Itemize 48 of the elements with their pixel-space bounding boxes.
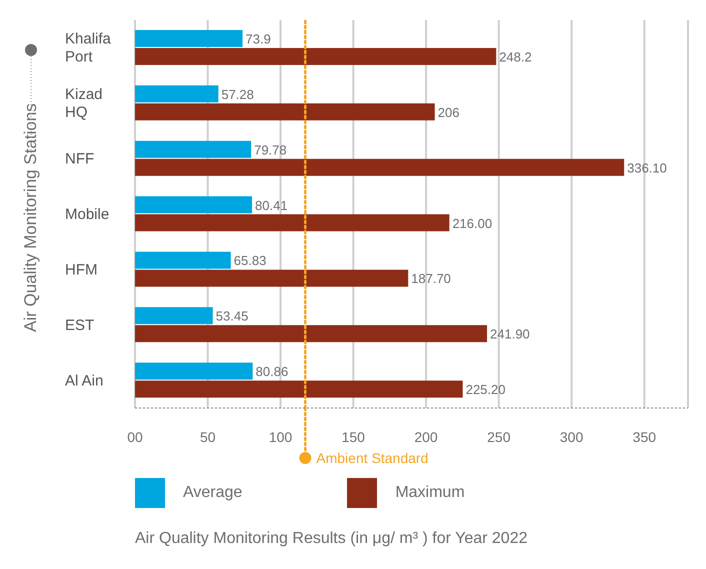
bar — [135, 85, 218, 102]
data-label: 187.70 — [411, 271, 451, 286]
bar — [135, 196, 252, 214]
data-label: 336.10 — [627, 160, 667, 176]
bar — [135, 48, 496, 65]
data-label: 206 — [438, 104, 460, 120]
x-tick-label: 00 — [127, 428, 143, 445]
y-tick-label: NFF — [65, 150, 94, 168]
bar — [135, 158, 624, 176]
data-label: 53.45 — [216, 308, 248, 324]
data-label: 73.9 — [246, 32, 271, 46]
data-label: 225.20 — [466, 382, 506, 398]
legend-label: Maximum — [394, 484, 466, 502]
bar — [135, 307, 213, 324]
data-label: 80.41 — [255, 198, 288, 213]
y-tick-label: EST — [65, 316, 94, 334]
data-label: 57.28 — [221, 86, 254, 102]
data-label: 79.78 — [254, 142, 287, 158]
bar — [135, 380, 463, 398]
bar — [135, 270, 408, 287]
data-label: 216.00 — [452, 216, 492, 231]
x-tick-label: 350 — [632, 428, 656, 445]
y-tick-label: HFM — [65, 261, 98, 278]
y-axis-title: Air Quality Monitoring Stations — [21, 103, 40, 332]
x-tick-label: 200 — [414, 428, 438, 445]
bar — [135, 362, 253, 380]
data-label: 241.90 — [490, 326, 530, 342]
y-tick-label: Mobile — [65, 206, 110, 223]
bar — [135, 325, 488, 342]
bar — [135, 30, 243, 47]
legend-label: Average — [182, 484, 244, 502]
bar — [135, 140, 252, 158]
data-label: 65.83 — [234, 253, 266, 268]
bar — [135, 252, 231, 269]
x-tick-label: 100 — [268, 428, 292, 445]
bar — [135, 103, 435, 120]
y-tick-label: Kizad HQ — [65, 86, 103, 122]
data-label: 248.2 — [499, 50, 532, 64]
x-tick-label: 250 — [487, 428, 511, 445]
x-tick-label: 300 — [560, 428, 584, 445]
x-tick-label: 50 — [200, 428, 216, 445]
x-tick-label: 150 — [342, 428, 366, 445]
bar — [135, 214, 450, 232]
legend-label: Ambient Standard — [316, 450, 428, 466]
text: Air Quality Monitoring Results (in μg/ m³ ) for Year 2022 — [135, 530, 528, 547]
y-tick-label: Khalifa Port — [65, 30, 112, 66]
y-tick-label: Al Ain — [65, 372, 104, 390]
data-label: 80.86 — [256, 364, 288, 380]
